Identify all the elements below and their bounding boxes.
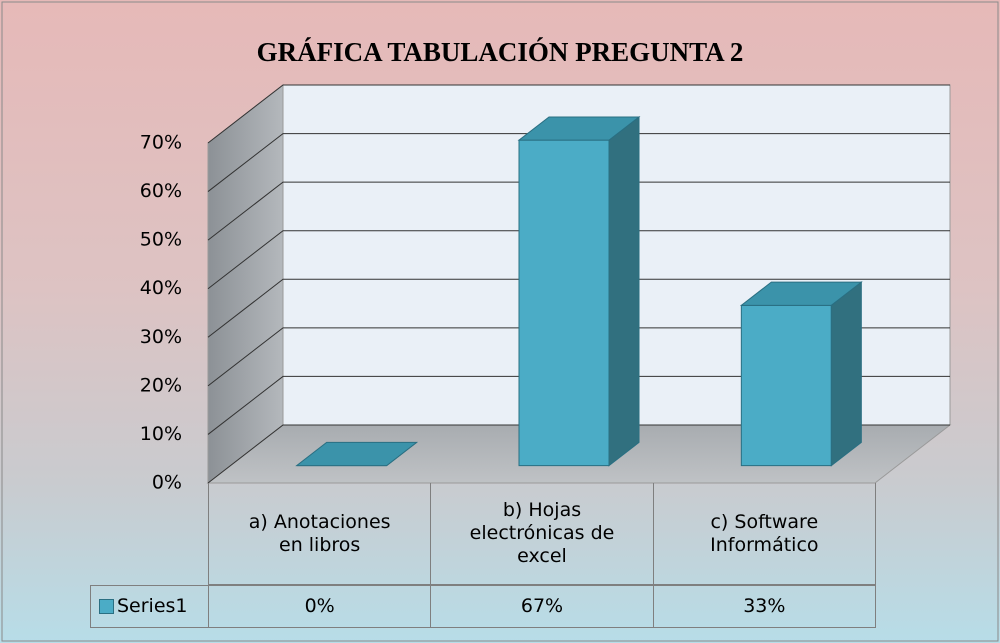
bar-front	[518, 139, 610, 467]
legend-cell: Series1	[90, 585, 209, 628]
data-table-value: 67%	[430, 585, 654, 628]
data-table-value: 33%	[652, 585, 876, 628]
bar-side	[830, 281, 862, 467]
y-tick-label: 70%	[140, 132, 182, 154]
grid-line	[207, 181, 950, 241]
y-tick-label: 10%	[140, 423, 182, 445]
legend-swatch	[99, 599, 114, 614]
grid-line	[207, 327, 950, 387]
bar	[739, 281, 863, 467]
grid-line	[207, 230, 950, 290]
y-tick-label: 0%	[152, 472, 182, 494]
bar	[517, 115, 641, 467]
side-wall	[207, 83, 284, 485]
y-tick-label: 20%	[140, 374, 182, 396]
bar-top	[739, 281, 863, 306]
bar-front	[740, 304, 832, 467]
bar	[295, 441, 419, 467]
grid-line	[207, 375, 950, 435]
data-table-value: 0%	[208, 585, 432, 628]
category-label: a) Anotaciones en libros	[208, 483, 432, 585]
chart-title: GRÁFICA TABULACIÓN PREGUNTA 2	[257, 37, 744, 67]
grid-line	[207, 84, 950, 144]
y-tick-label: 60%	[140, 180, 182, 202]
category-label: c) Software Informático	[652, 483, 876, 585]
grid-line	[207, 133, 950, 192]
grid-line	[207, 278, 950, 338]
bar-top	[295, 441, 419, 467]
y-tick-label: 40%	[140, 277, 182, 299]
category-label: b) Hojas electrónicas de excel	[430, 483, 654, 585]
bar-side	[608, 115, 640, 467]
y-tick-label: 30%	[140, 326, 182, 348]
legend-label: Series1	[117, 595, 188, 617]
y-tick-label: 50%	[140, 229, 182, 251]
grid-line	[207, 424, 950, 484]
bar-top	[517, 116, 641, 141]
